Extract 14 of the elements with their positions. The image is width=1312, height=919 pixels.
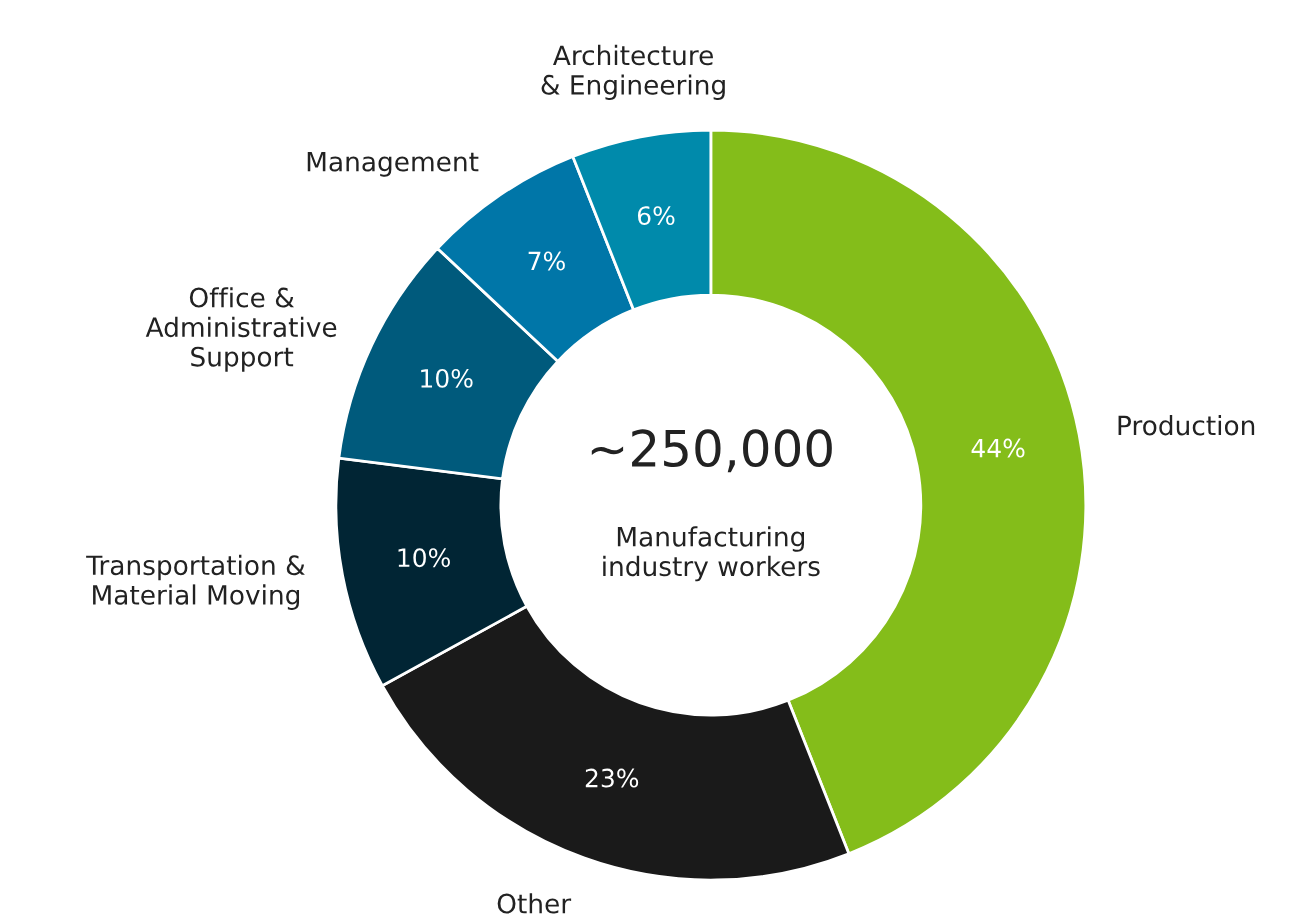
slice-label: Architecture & Engineering <box>541 44 725 100</box>
slice-label: Other <box>497 893 572 914</box>
data-label: 44% <box>971 438 1025 458</box>
data-label: 10% <box>421 368 473 388</box>
slice-label: Production <box>1118 415 1255 436</box>
data-label: 10% <box>398 548 450 568</box>
data-label: 6% <box>637 206 675 226</box>
slice-label: Office & Administrative Support <box>145 287 337 372</box>
slice-label: Transportation & Material Moving <box>86 554 305 610</box>
data-label: 7% <box>528 251 565 271</box>
data-label: 23% <box>585 768 639 788</box>
slice-label: Management <box>307 152 479 177</box>
text: Manufacturing industry workers <box>603 526 820 582</box>
text: ~250,000 <box>591 429 832 473</box>
